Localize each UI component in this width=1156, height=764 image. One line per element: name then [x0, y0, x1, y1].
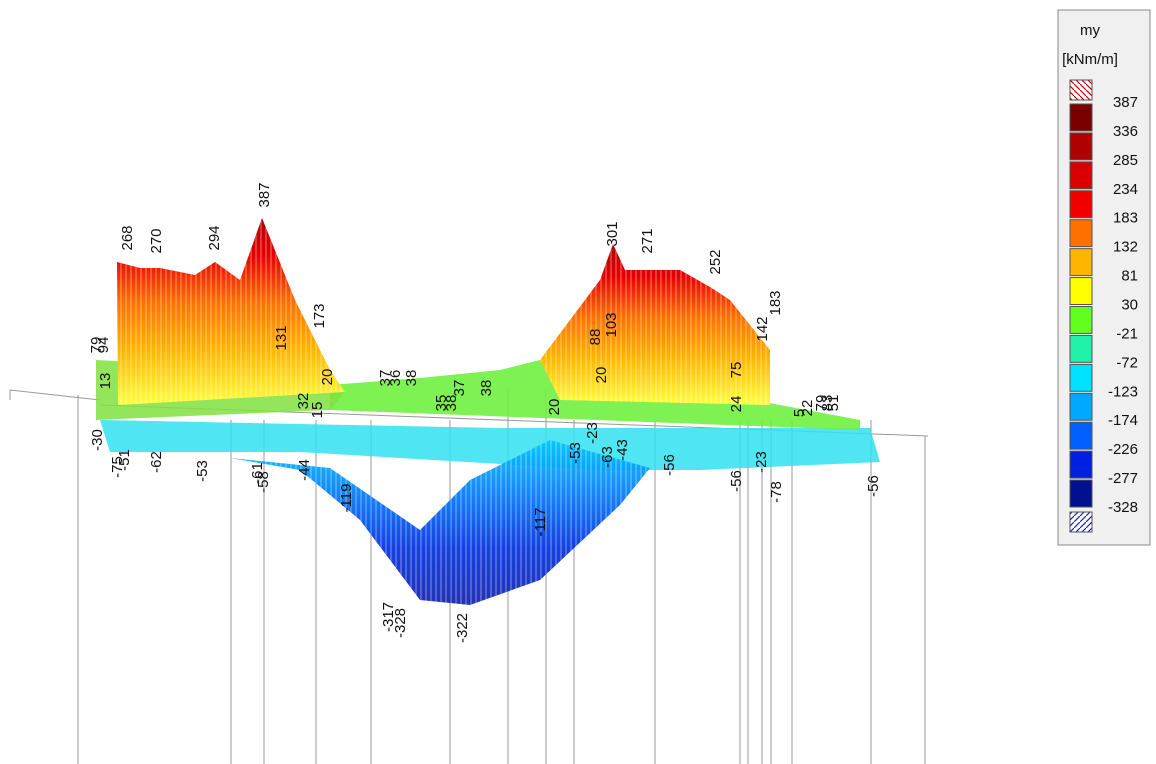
value-label: -43 — [614, 439, 631, 461]
value-label: -62 — [148, 451, 165, 473]
value-label: -56 — [728, 470, 745, 492]
value-label: -58 — [255, 471, 272, 493]
value-label: 38 — [403, 370, 420, 387]
value-label: -317 — [380, 602, 397, 632]
value-label: 38 — [443, 395, 460, 412]
legend-level: -277 — [1108, 470, 1138, 487]
legend-title: my — [1080, 22, 1100, 39]
legend-swatch — [1069, 334, 1093, 363]
value-label: 294 — [206, 225, 223, 250]
value-label: 20 — [319, 369, 336, 386]
value-label: 83 — [819, 395, 836, 412]
legend-level: -72 — [1116, 354, 1138, 371]
value-label: 79 — [88, 337, 105, 354]
value-label: -30 — [89, 429, 106, 451]
value-label: -53 — [567, 442, 584, 464]
legend-swatch — [1069, 132, 1093, 161]
value-label: -61 — [249, 462, 266, 484]
value-label: 183 — [767, 290, 784, 315]
legend-level: -123 — [1108, 383, 1138, 400]
value-label: 131 — [273, 325, 290, 350]
value-label: 271 — [639, 228, 656, 253]
value-label: 75 — [728, 362, 745, 379]
legend-level: -226 — [1108, 441, 1138, 458]
legend-level: 387 — [1113, 94, 1138, 111]
legend-over-swatch — [1069, 79, 1093, 101]
value-label: 51 — [825, 395, 842, 412]
value-label: 252 — [707, 249, 724, 274]
value-label: -51 — [116, 449, 133, 471]
legend-level: -21 — [1116, 325, 1138, 342]
value-label: 35 — [433, 395, 450, 412]
legend-level: 81 — [1121, 268, 1138, 285]
value-label: 13 — [97, 373, 114, 390]
value-label: -56 — [865, 475, 882, 497]
value-label: 36 — [387, 370, 404, 387]
legend-under-swatch — [1069, 511, 1093, 533]
legend-level: 234 — [1113, 181, 1138, 198]
legend-level: 30 — [1121, 296, 1138, 313]
legend-swatch — [1069, 306, 1093, 334]
value-label: 79 — [813, 395, 830, 412]
legend-swatch — [1069, 277, 1093, 306]
value-label: -23 — [584, 422, 601, 444]
value-label: 88 — [587, 329, 604, 346]
value-label: -53 — [194, 460, 211, 482]
moment-surface — [96, 218, 880, 605]
value-label: 94 — [95, 337, 112, 354]
value-label: -44 — [296, 459, 313, 481]
value-label: -23 — [753, 451, 770, 473]
legend-level: -328 — [1108, 499, 1138, 516]
value-label: -119 — [338, 484, 355, 513]
value-label: 37 — [377, 370, 394, 387]
legend: my [kNm/m] 387 336 285 234 183 132 81 30 -21 -72 -… — [1057, 9, 1151, 546]
legend-unit: [kNm/m] — [1062, 51, 1118, 68]
value-label: 142 — [754, 316, 771, 341]
legend-level: 132 — [1113, 239, 1138, 256]
legend-swatch — [1069, 421, 1093, 450]
value-label: 301 — [604, 221, 621, 246]
value-label: 20 — [546, 399, 563, 416]
legend-swatch — [1069, 161, 1093, 190]
legend-level: 183 — [1113, 210, 1138, 227]
value-label: 268 — [119, 225, 136, 250]
value-label: 32 — [295, 393, 312, 410]
legend-swatch — [1069, 103, 1093, 132]
value-label: 270 — [148, 228, 165, 253]
value-label: -117 — [532, 508, 549, 537]
legend-level: 336 — [1113, 123, 1138, 140]
value-label: 173 — [311, 303, 328, 328]
value-label: -322 — [454, 613, 471, 643]
value-label: 387 — [256, 182, 273, 207]
value-label: 38 — [478, 380, 495, 397]
value-label: 37 — [451, 380, 468, 397]
value-label: -63 — [599, 446, 616, 468]
value-label: -56 — [661, 454, 678, 476]
value-label: -328 — [392, 608, 409, 638]
legend-swatch — [1069, 363, 1093, 392]
legend-level: -174 — [1108, 412, 1138, 429]
value-label: -78 — [768, 481, 785, 503]
value-label: 103 — [603, 312, 620, 337]
value-label: 15 — [309, 402, 326, 419]
value-label: 5 — [791, 409, 808, 417]
value-label: 20 — [593, 367, 610, 384]
legend-swatch — [1069, 479, 1093, 508]
legend-swatch — [1069, 190, 1093, 219]
value-label: -75 — [109, 456, 126, 478]
legend-swatch — [1069, 219, 1093, 248]
legend-level: 285 — [1113, 152, 1138, 169]
legend-swatch — [1069, 248, 1093, 277]
legend-swatch — [1069, 392, 1093, 421]
legend-swatch — [1069, 450, 1093, 479]
value-label: 22 — [799, 400, 816, 417]
value-label: 24 — [728, 396, 745, 413]
